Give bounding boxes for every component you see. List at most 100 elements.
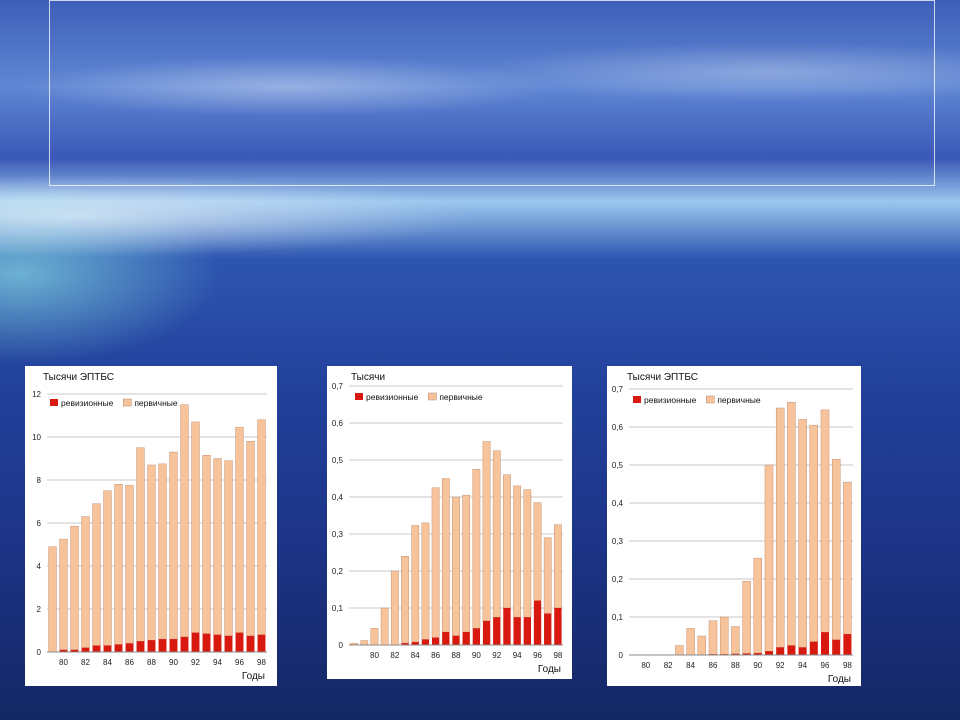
x-tick-label: 98 xyxy=(843,661,852,670)
bar-primary xyxy=(114,484,123,645)
bar-revision xyxy=(533,600,542,645)
bar-revision xyxy=(431,637,440,645)
x-tick-label: 96 xyxy=(821,661,830,670)
x-tick-label: 94 xyxy=(798,661,807,670)
bar-revision xyxy=(246,635,255,652)
x-tick-label: 86 xyxy=(125,658,134,667)
legend-swatch xyxy=(633,396,641,403)
bar-revision xyxy=(742,653,751,655)
bar-revision xyxy=(482,620,491,645)
bar-primary xyxy=(235,427,244,633)
y-tick-label: 10 xyxy=(32,433,41,442)
legend-label: ревизионные xyxy=(61,398,114,408)
bar-primary xyxy=(246,441,255,637)
x-tick-label: 98 xyxy=(257,658,266,667)
x-tick-label: 92 xyxy=(776,661,785,670)
legend-swatch xyxy=(123,398,132,407)
chart-panel-middle: 0 0,1 0,2 0,3 0,4 0,5 0,6 0,7 Тысячи 80 82 84 86 88 90… xyxy=(327,366,572,679)
bar-revision xyxy=(513,617,521,645)
legend-label: первичные xyxy=(717,395,761,405)
bar-revision xyxy=(503,608,511,645)
x-tick-label: 92 xyxy=(191,658,200,667)
bar-primary xyxy=(764,464,774,652)
bar-primary xyxy=(147,464,156,641)
bar-primary xyxy=(775,407,785,648)
bar-revision xyxy=(158,639,167,652)
y-tick-label: 0 xyxy=(339,641,344,650)
legend-label: ревизионные xyxy=(644,395,697,405)
bar-revision xyxy=(147,640,156,652)
bar-primary xyxy=(533,502,542,601)
y-tick-label: 0,5 xyxy=(612,461,624,470)
legend-swatch xyxy=(428,392,437,401)
bar-revision xyxy=(554,608,562,645)
y-tick-label: 0,1 xyxy=(612,613,624,622)
y-axis-label: Тысячи xyxy=(351,372,385,383)
y-tick-label: 0,2 xyxy=(612,575,624,584)
bar-primary xyxy=(136,447,145,642)
x-tick-label: 94 xyxy=(213,658,222,667)
bar-revision xyxy=(169,639,178,652)
y-tick-label: 12 xyxy=(32,390,41,399)
bar-primary xyxy=(686,628,695,656)
bar-revision xyxy=(103,645,112,652)
bar-primary xyxy=(70,526,79,651)
bar-primary xyxy=(742,581,751,654)
bar-primary xyxy=(59,538,68,651)
y-tick-label: 4 xyxy=(37,562,42,571)
x-tick-label: 88 xyxy=(147,658,156,667)
legend-swatch xyxy=(50,399,58,406)
y-tick-label: 0,6 xyxy=(332,419,344,428)
y-tick-label: 0,5 xyxy=(332,456,344,465)
bar-primary xyxy=(81,516,90,648)
bar-revision xyxy=(114,644,123,652)
chart-panel-left: 0 2 4 6 8 10 12 Тысячи ЭПТБС 80 82 84 86 88 90 92 94 96 9… xyxy=(25,366,277,686)
x-axis-label: Годы xyxy=(538,664,561,675)
bar-revision xyxy=(493,617,501,645)
bar-primary xyxy=(753,557,763,654)
x-axis-label: Годы xyxy=(242,671,265,682)
x-tick-label: 90 xyxy=(472,651,481,660)
chart-middle: 0 0,1 0,2 0,3 0,4 0,5 0,6 0,7 Тысячи 80 82 84 86 88 90… xyxy=(332,372,563,675)
bar-primary xyxy=(492,450,501,618)
bar-revision xyxy=(787,645,796,655)
bar-primary xyxy=(843,481,852,635)
bar-primary xyxy=(180,404,189,638)
y-tick-label: 0,1 xyxy=(332,604,344,613)
bar-primary xyxy=(787,402,796,646)
bar-primary xyxy=(431,487,440,638)
y-tick-label: 6 xyxy=(37,519,42,528)
y-tick-label: 0 xyxy=(37,648,42,657)
x-tick-label: 84 xyxy=(411,651,420,660)
bar-revision xyxy=(224,635,233,652)
bar-revision xyxy=(832,639,841,655)
bar-primary xyxy=(441,478,450,633)
bar-revision xyxy=(213,634,222,652)
x-tick-label: 82 xyxy=(81,658,90,667)
bar-primary xyxy=(697,635,707,656)
x-tick-label: 80 xyxy=(370,651,379,660)
bar-primary xyxy=(675,645,684,656)
bar-revision xyxy=(70,649,79,652)
title-placeholder-frame xyxy=(49,0,935,186)
x-tick-label: 86 xyxy=(431,651,440,660)
x-tick-label: 90 xyxy=(753,661,762,670)
bar-primary xyxy=(191,421,200,633)
bar-primary xyxy=(798,419,807,648)
x-tick-label: 80 xyxy=(59,658,68,667)
bar-primary xyxy=(523,489,532,618)
bar-revision xyxy=(731,653,740,655)
bar-primary xyxy=(390,570,399,646)
bar-primary xyxy=(224,460,233,637)
x-tick-label: 82 xyxy=(390,651,399,660)
bar-revision xyxy=(257,634,266,652)
y-axis-label: Тысячи ЭПТБС xyxy=(627,372,698,383)
bar-primary xyxy=(92,503,101,646)
bar-primary xyxy=(169,451,178,640)
bar-primary xyxy=(360,640,369,646)
bar-primary xyxy=(554,524,562,609)
y-tick-label: 0,3 xyxy=(332,530,344,539)
bar-primary xyxy=(831,459,841,641)
bar-primary xyxy=(731,626,740,655)
